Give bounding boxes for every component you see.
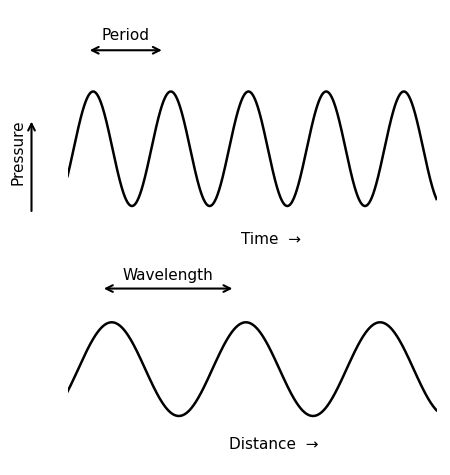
- Text: Wavelength: Wavelength: [123, 268, 213, 283]
- Text: Period: Period: [102, 28, 150, 43]
- Text: Time  →: Time →: [241, 232, 301, 247]
- Text: Distance  →: Distance →: [229, 437, 318, 452]
- Text: Pressure: Pressure: [10, 119, 26, 185]
